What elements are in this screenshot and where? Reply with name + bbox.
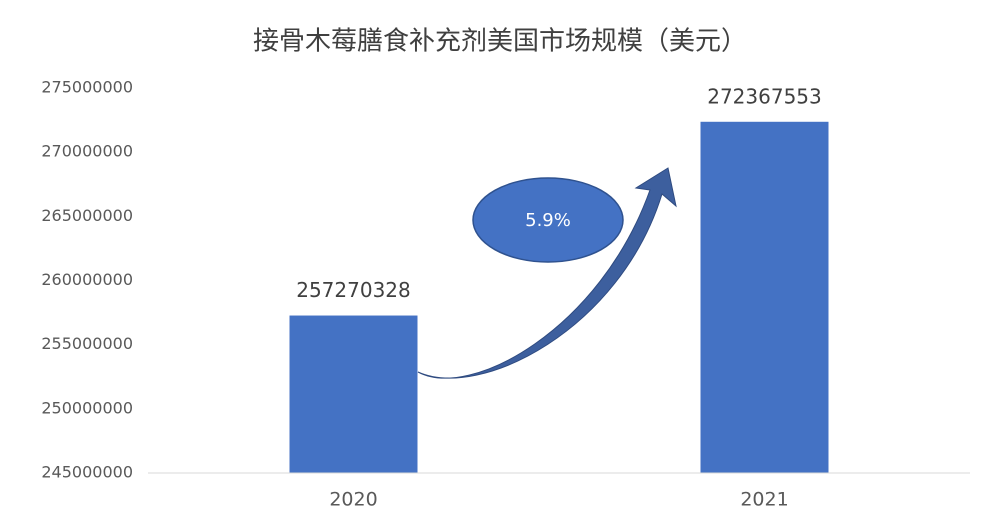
y-tick-label: 245000000 — [41, 463, 133, 482]
y-tick-label: 270000000 — [41, 142, 133, 161]
annotation: 5.9% — [525, 210, 571, 231]
bar — [700, 121, 829, 473]
plot-area: 245000000 250000000 255000000 260000000 2650… — [41, 78, 970, 511]
y-tick-label: 260000000 — [41, 270, 133, 289]
y-tick-label: 275000000 — [41, 78, 133, 97]
x-tick-label: 2021 — [740, 489, 788, 511]
annotation-ellipse — [472, 177, 624, 263]
x-tick-label: 2020 — [329, 489, 377, 511]
value-label: 272367553 — [707, 84, 822, 108]
chart-title: 接骨木莓膳食补充剂美国市场规模（美元） — [253, 27, 747, 57]
y-tick-label: 255000000 — [41, 334, 133, 353]
growth-arrow — [417, 167, 677, 379]
y-tick-label: 250000000 — [41, 398, 133, 417]
value-label: 257270328 — [296, 278, 411, 302]
y-tick-label: 265000000 — [41, 206, 133, 225]
bar — [289, 315, 418, 473]
